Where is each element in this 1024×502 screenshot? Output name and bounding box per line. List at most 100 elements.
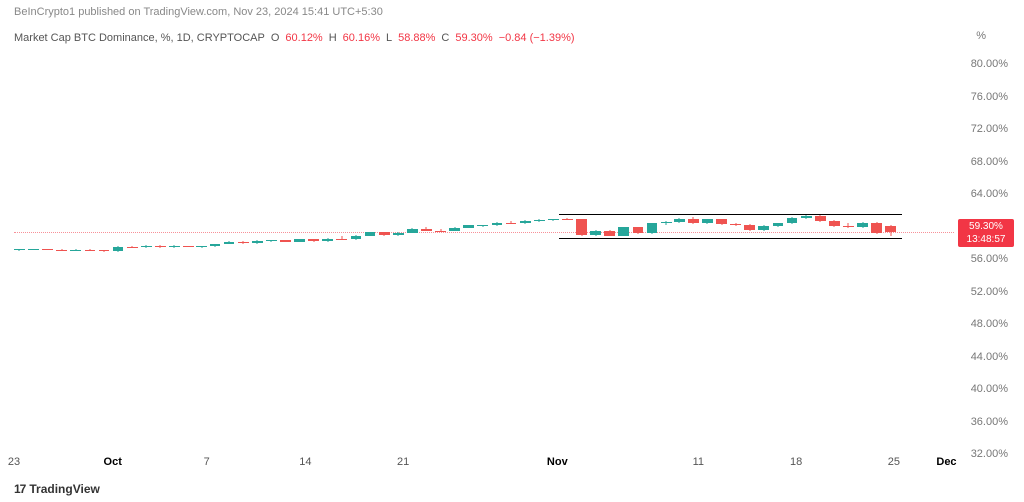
- candle[interactable]: [576, 48, 587, 454]
- candle[interactable]: [716, 48, 727, 454]
- candle[interactable]: [744, 48, 755, 454]
- publish-text: BeInCrypto1 published on TradingView.com…: [14, 6, 383, 18]
- candle-body: [28, 249, 39, 250]
- tradingview-logo-icon: 17: [14, 482, 25, 496]
- candle-body: [155, 246, 166, 247]
- candle[interactable]: [28, 48, 39, 454]
- candle-body: [294, 239, 305, 241]
- candle[interactable]: [252, 48, 263, 454]
- candle[interactable]: [99, 48, 110, 454]
- candle[interactable]: [590, 48, 601, 454]
- y-tick: 36.00%: [971, 416, 1008, 428]
- candle[interactable]: [843, 48, 854, 454]
- candle[interactable]: [224, 48, 235, 454]
- ohlc-o-val: 60.12%: [285, 32, 322, 44]
- candle[interactable]: [365, 48, 376, 454]
- candle[interactable]: [421, 48, 432, 454]
- y-tick: 80.00%: [971, 58, 1008, 70]
- chart-area[interactable]: [14, 48, 954, 454]
- candle[interactable]: [127, 48, 138, 454]
- candle-body: [618, 227, 629, 236]
- ohlc-change: −0.84 (−1.39%): [499, 32, 575, 44]
- candle[interactable]: [492, 48, 503, 454]
- candle[interactable]: [266, 48, 277, 454]
- candle[interactable]: [42, 48, 53, 454]
- candle[interactable]: [534, 48, 545, 454]
- candle[interactable]: [280, 48, 291, 454]
- candle-body: [42, 249, 53, 250]
- candle-body: [829, 221, 840, 226]
- candle[interactable]: [857, 48, 868, 454]
- candle[interactable]: [196, 48, 207, 454]
- y-tick: 68.00%: [971, 156, 1008, 168]
- candle[interactable]: [871, 48, 882, 454]
- candle[interactable]: [407, 48, 418, 454]
- candle[interactable]: [379, 48, 390, 454]
- candle-body: [647, 223, 658, 233]
- candle[interactable]: [787, 48, 798, 454]
- candle[interactable]: [562, 48, 573, 454]
- candle[interactable]: [463, 48, 474, 454]
- candle[interactable]: [688, 48, 699, 454]
- candle[interactable]: [393, 48, 404, 454]
- candle[interactable]: [520, 48, 531, 454]
- candle[interactable]: [661, 48, 672, 454]
- candle[interactable]: [702, 48, 713, 454]
- x-tick: Dec: [936, 456, 956, 468]
- candle[interactable]: [322, 48, 333, 454]
- candle-body: [562, 219, 573, 220]
- candle[interactable]: [618, 48, 629, 454]
- ohlc-o-prefix: O: [271, 32, 280, 44]
- candle[interactable]: [885, 48, 896, 454]
- candle[interactable]: [294, 48, 305, 454]
- candle[interactable]: [141, 48, 152, 454]
- y-tick: 72.00%: [971, 123, 1008, 135]
- candle-body: [633, 227, 644, 233]
- candle[interactable]: [506, 48, 517, 454]
- x-axis: 23Oct71421Nov111825Dec: [14, 456, 954, 472]
- symbol-label: Market Cap BTC Dominance, %, 1D, CRYPTOC…: [14, 32, 265, 44]
- candle[interactable]: [169, 48, 180, 454]
- candle[interactable]: [730, 48, 741, 454]
- candle-body: [730, 224, 741, 225]
- candle[interactable]: [351, 48, 362, 454]
- candle-body: [322, 239, 333, 241]
- candle-body: [127, 247, 138, 248]
- candle[interactable]: [633, 48, 644, 454]
- candle-body: [336, 239, 347, 240]
- candle[interactable]: [308, 48, 319, 454]
- candle[interactable]: [604, 48, 615, 454]
- price-label-time: 13:48:57: [958, 233, 1014, 246]
- candle-body: [379, 232, 390, 235]
- candle[interactable]: [210, 48, 221, 454]
- candle[interactable]: [829, 48, 840, 454]
- x-tick: Oct: [104, 456, 122, 468]
- candle-body: [604, 231, 615, 236]
- candle[interactable]: [14, 48, 25, 454]
- candle[interactable]: [801, 48, 812, 454]
- candle[interactable]: [113, 48, 124, 454]
- y-axis-unit: %: [976, 30, 986, 42]
- candle[interactable]: [548, 48, 559, 454]
- candle[interactable]: [477, 48, 488, 454]
- candle-body: [758, 226, 769, 230]
- candle[interactable]: [449, 48, 460, 454]
- candle-body: [463, 225, 474, 227]
- candle[interactable]: [85, 48, 96, 454]
- candle[interactable]: [155, 48, 166, 454]
- ohlc-c-prefix: C: [441, 32, 449, 44]
- candle[interactable]: [758, 48, 769, 454]
- candle[interactable]: [773, 48, 784, 454]
- candle[interactable]: [70, 48, 81, 454]
- candle[interactable]: [238, 48, 249, 454]
- x-tick: 21: [397, 456, 409, 468]
- candle[interactable]: [435, 48, 446, 454]
- candle[interactable]: [336, 48, 347, 454]
- candle[interactable]: [815, 48, 826, 454]
- candle-body: [393, 233, 404, 235]
- candle[interactable]: [674, 48, 685, 454]
- candle[interactable]: [56, 48, 67, 454]
- candle[interactable]: [183, 48, 194, 454]
- candle-body: [85, 250, 96, 251]
- candle[interactable]: [647, 48, 658, 454]
